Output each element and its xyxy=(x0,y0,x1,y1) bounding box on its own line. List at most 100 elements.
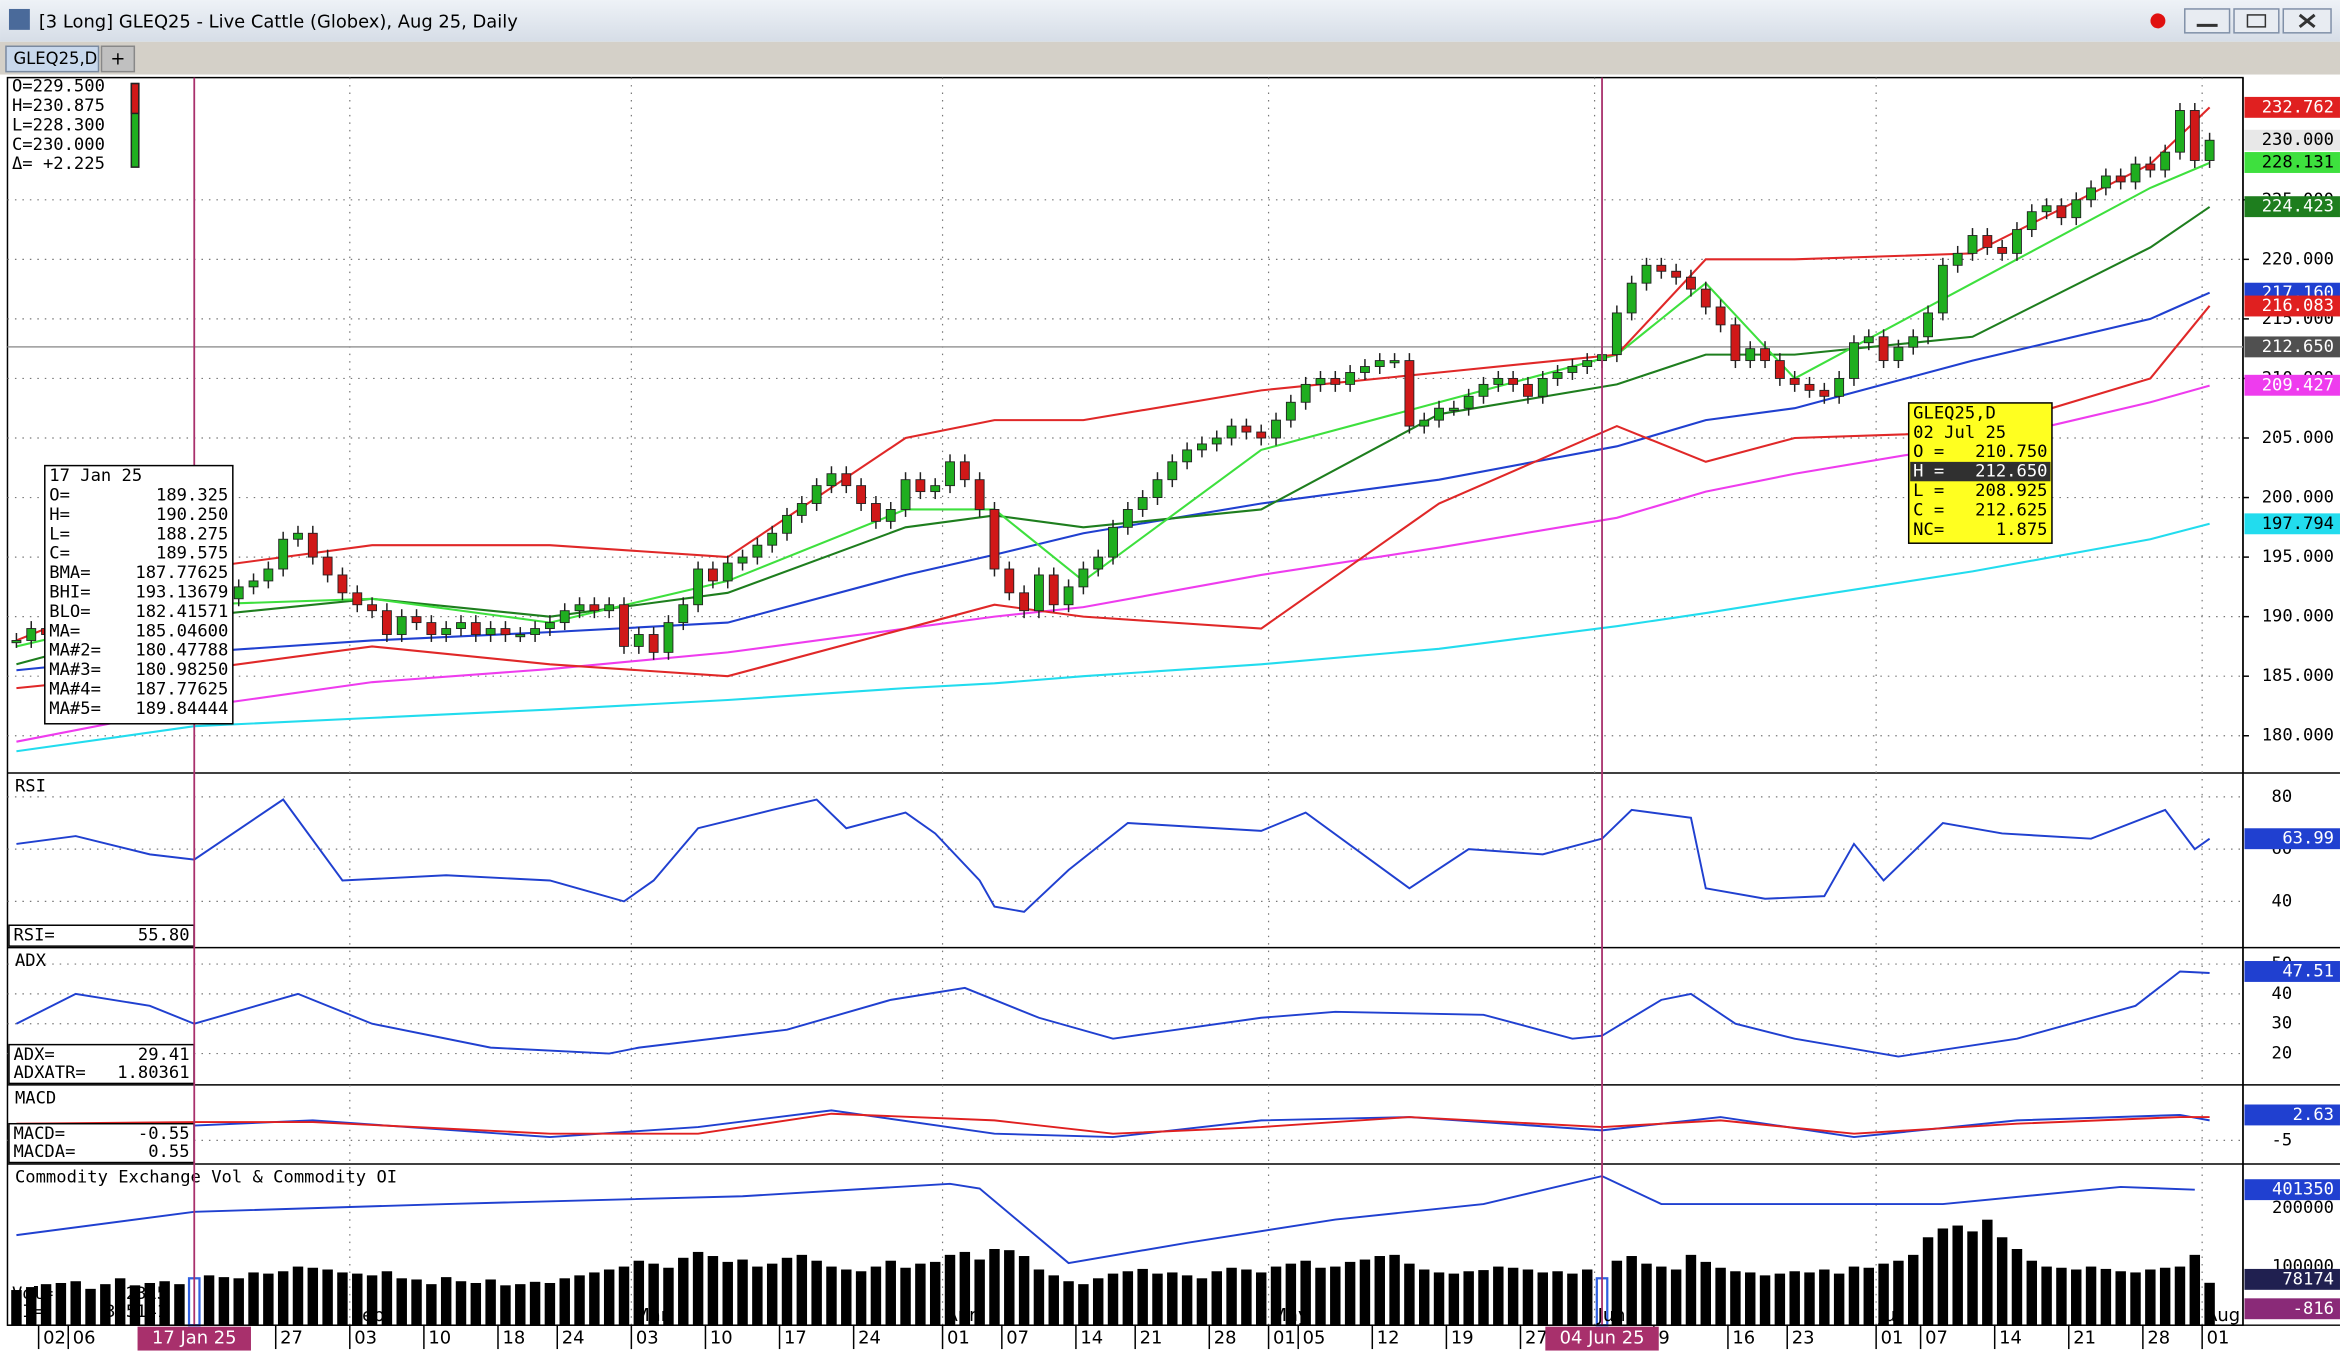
day-label: 05 xyxy=(1303,1328,1326,1349)
day-label: 01 xyxy=(2207,1328,2230,1349)
volume-bar xyxy=(1567,1273,1578,1326)
volume-bar xyxy=(396,1278,407,1326)
price-tag-label: 401350 xyxy=(2272,1180,2334,1200)
volume-bar xyxy=(1626,1256,1637,1326)
volume-bar xyxy=(1996,1237,2008,1326)
add-tab-button[interactable] xyxy=(100,45,136,73)
volume-bar xyxy=(70,1281,81,1326)
window-buttons[interactable] xyxy=(2150,8,2332,34)
alert-button[interactable] xyxy=(2150,13,2166,29)
candle-body xyxy=(2100,175,2111,189)
volume-bar xyxy=(1018,1256,1030,1326)
candle-body xyxy=(1849,342,1859,379)
y-tick-label: 200000 xyxy=(2272,1198,2334,1218)
tab-label: GLEQ25,D xyxy=(13,49,97,68)
volume-bar xyxy=(1478,1270,1489,1326)
candle-body xyxy=(544,622,555,630)
readout-box xyxy=(8,1122,195,1164)
candle-body xyxy=(1389,360,1400,364)
candle-body xyxy=(1419,419,1430,427)
volume-bar xyxy=(1656,1266,1667,1326)
volume-bar xyxy=(218,1277,230,1326)
volume-bar xyxy=(1582,1269,1593,1326)
candle-body xyxy=(811,485,822,504)
volume-bar xyxy=(1092,1278,1104,1326)
volume-bar xyxy=(2145,1269,2156,1326)
window-title: [3 Long] GLEQ25 - Live Cattle (Globex), … xyxy=(39,11,518,32)
day-label: 03 xyxy=(636,1328,659,1349)
day-label: 21 xyxy=(2073,1328,2096,1349)
volume-bar xyxy=(1922,1237,1934,1326)
tooltip-key: 02 Jul 25 xyxy=(1913,423,2006,443)
info-key: MA#3= xyxy=(49,660,101,680)
candle-body xyxy=(915,479,926,493)
y-tick-label: 180.000 xyxy=(2262,726,2334,746)
month-label: Jul xyxy=(1878,1305,1901,1326)
candle-body xyxy=(2071,199,2082,219)
candle-body xyxy=(1374,360,1385,367)
day-label: 27 xyxy=(280,1328,303,1349)
volume-bar xyxy=(322,1269,333,1326)
volume-bar xyxy=(1952,1225,1963,1326)
restore-glyph xyxy=(2246,14,2267,28)
price-tag-label: 232.762 xyxy=(2262,97,2334,117)
month-label: Mar xyxy=(634,1305,668,1326)
volume-bar xyxy=(485,1279,496,1326)
info-value: 189.325 xyxy=(156,485,228,505)
candle-body xyxy=(1197,443,1207,451)
volume-bar xyxy=(1745,1272,1756,1326)
candle-body xyxy=(11,640,22,644)
candle-body xyxy=(870,503,881,522)
y-tick-label: 205.000 xyxy=(2262,428,2334,448)
info-key: BHI= xyxy=(49,582,90,602)
volume-bar xyxy=(1730,1271,1741,1326)
volume-bar xyxy=(2159,1267,2171,1326)
volume-bar xyxy=(1448,1273,1460,1326)
info-key: MA#5= xyxy=(49,699,101,719)
info-key: O= xyxy=(49,485,70,505)
candle-body xyxy=(1463,395,1474,409)
candle-body xyxy=(1937,264,1948,314)
volume-bar xyxy=(1433,1272,1445,1326)
volume-bar xyxy=(337,1272,348,1326)
price-tag xyxy=(2244,1268,2340,1290)
info-value: 187.77625 xyxy=(135,679,228,699)
candle-body xyxy=(2115,175,2126,183)
candle-body xyxy=(248,580,259,588)
volume-bar xyxy=(1552,1271,1563,1326)
candle-body xyxy=(1641,264,1652,284)
volume-bar xyxy=(811,1260,822,1326)
candle-body xyxy=(1360,366,1370,373)
volume-bar xyxy=(2204,1282,2215,1326)
candle-body xyxy=(574,604,585,612)
candle-body xyxy=(1448,407,1459,411)
candle-body xyxy=(2041,205,2052,213)
candle-body xyxy=(352,592,363,606)
day-label: 14 xyxy=(1080,1328,1103,1349)
price-tag xyxy=(2244,1104,2340,1126)
info-value: 180.98250 xyxy=(135,660,228,680)
price-tag xyxy=(2244,513,2340,535)
candle-body xyxy=(1152,479,1163,498)
volume-bar xyxy=(1226,1267,1237,1326)
candle-body xyxy=(856,485,867,504)
candle-body xyxy=(233,586,244,600)
price-tag xyxy=(2244,152,2340,173)
y-tick-label: 80 xyxy=(2272,787,2293,807)
volume-bar xyxy=(900,1267,911,1326)
candle-body xyxy=(678,604,689,624)
day-label: 01 xyxy=(1273,1328,1296,1349)
candle-body xyxy=(974,479,985,510)
volume-bar xyxy=(707,1256,719,1326)
minimize-button[interactable] xyxy=(2184,8,2231,34)
volume-bar xyxy=(426,1284,437,1326)
volume-bar xyxy=(1819,1269,1830,1326)
info-key: BMA= xyxy=(49,563,90,583)
candle-body xyxy=(1345,372,1356,385)
restore-button[interactable] xyxy=(2233,8,2280,34)
candle-body xyxy=(1226,425,1237,439)
tooltip-key: L = xyxy=(1913,481,1944,501)
volume-bar xyxy=(826,1266,837,1326)
tab[interactable] xyxy=(5,45,100,73)
cursor-date-label: 04 Jun 25 xyxy=(1560,1328,1645,1349)
